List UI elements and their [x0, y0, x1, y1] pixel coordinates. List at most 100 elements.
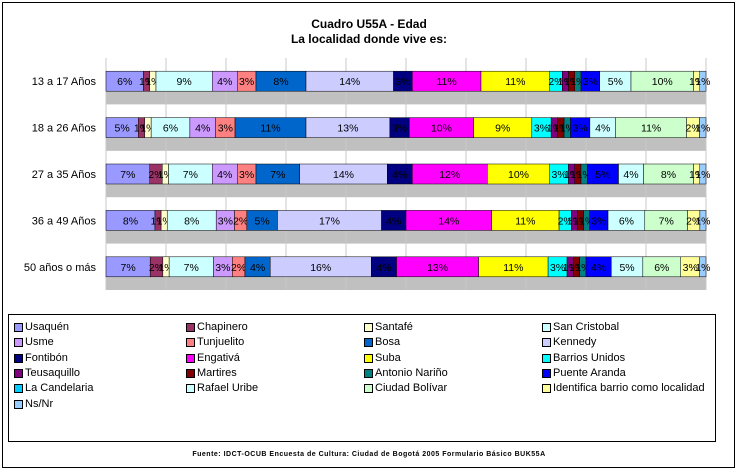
legend-label: Tunjuelito: [197, 336, 245, 349]
legend-label: Usaquén: [25, 321, 70, 333]
data-label: 3%: [552, 169, 567, 181]
legend-swatch: [14, 384, 23, 394]
data-label: 11%: [437, 76, 457, 88]
data-label: 10%: [652, 76, 673, 88]
data-label: 1%: [695, 169, 710, 181]
data-label: 3%: [218, 215, 233, 227]
data-label: 14%: [339, 76, 360, 88]
data-label: 5%: [115, 123, 130, 135]
legend-label: Santafé: [375, 321, 413, 333]
category-label: 13 a 17 Años: [32, 76, 97, 88]
category-label: 27 a 35 Años: [32, 169, 97, 181]
data-label: 11%: [515, 215, 535, 227]
data-label: 9%: [495, 123, 510, 135]
data-label: 1%: [695, 262, 710, 274]
data-label: 5%: [595, 169, 610, 181]
data-label: 7%: [121, 262, 136, 274]
data-label: 4%: [386, 215, 401, 227]
data-label: 7%: [183, 169, 198, 181]
data-label: 3%: [534, 123, 549, 135]
legend-swatch: [14, 338, 23, 348]
data-label: 16%: [310, 262, 331, 274]
legend-swatch: [186, 338, 195, 348]
data-label: 6%: [619, 215, 634, 227]
chart-subtitle: La localidad donde vive es:: [290, 32, 448, 46]
data-label: 8%: [661, 169, 676, 181]
data-label: 3%: [215, 262, 230, 274]
data-label: 17%: [319, 215, 340, 227]
data-label: 2%: [558, 215, 573, 227]
chart-title: Cuadro U55A - Edad: [311, 17, 427, 31]
stacked-bar-chart: 6% 1%1% 9% 4% 3% 8% 14% 3% 11% 11% 2%1%1%1%3% 5% 10%…: [24, 58, 711, 290]
data-label: 6%: [654, 262, 669, 274]
data-label: 12%: [439, 169, 460, 181]
data-label: 3%: [683, 262, 698, 274]
bar-segment: [699, 210, 707, 231]
legend-label: Identifica barrio como localidad: [553, 382, 705, 395]
legend-label: Bosa: [375, 336, 401, 349]
data-label: 3%: [239, 169, 254, 181]
data-label: 8%: [123, 215, 138, 227]
data-label: 6%: [117, 76, 132, 88]
legend-swatch: [542, 353, 551, 363]
data-label: 3%: [239, 76, 254, 88]
legend-label: Martires: [197, 366, 237, 379]
legend-swatch: [542, 338, 551, 348]
bar-segment: [699, 70, 707, 92]
data-label: 7%: [270, 169, 285, 181]
data-label: 3%: [218, 123, 233, 135]
legend-label: San Cristobal: [553, 321, 620, 333]
data-label: 5%: [255, 215, 270, 227]
data-label: 7%: [184, 262, 199, 274]
data-label: 11%: [503, 262, 523, 274]
data-label: 2%: [149, 262, 164, 274]
data-label: 2%: [148, 169, 163, 181]
legend-swatch: [14, 368, 23, 378]
data-label: 4%: [195, 123, 210, 135]
bar-segment: [699, 256, 707, 278]
category-label: 36 a 49 Años: [32, 215, 97, 227]
legend-label: Fontibón: [25, 351, 68, 364]
data-label: 4%: [376, 262, 391, 274]
data-label: 1%: [695, 123, 710, 135]
legend-label: La Candelaria: [25, 382, 94, 395]
data-label: 4%: [591, 262, 606, 274]
data-label: 1%: [695, 215, 710, 227]
data-label: 3%: [395, 76, 410, 88]
data-label: 4%: [250, 262, 265, 274]
legend-swatch: [186, 353, 195, 363]
legend-label: Kennedy: [553, 336, 597, 349]
data-label: 3%: [573, 123, 588, 135]
bar-segment: [699, 117, 707, 138]
legend-label: Antonio Nariño: [375, 366, 448, 379]
legend-swatch: [186, 368, 195, 378]
data-label: 11%: [505, 76, 525, 88]
legend-swatch: [542, 384, 551, 394]
legend-swatch: [364, 353, 373, 363]
legend-label: Usme: [25, 336, 54, 349]
legend-swatch: [364, 323, 373, 332]
chart-title-block: Cuadro U55A - Edad La localidad donde vi…: [0, 17, 738, 47]
bar-series: 6% 1%1% 9% 4% 3% 8% 14% 3% 11% 11% 2%1%1%1%3% 5% 10%…: [105, 70, 711, 278]
data-label: 8%: [184, 215, 199, 227]
data-label: 14%: [438, 215, 459, 227]
data-label: 7%: [659, 215, 674, 227]
legend-swatch: [364, 368, 373, 378]
data-label: 9%: [177, 76, 192, 88]
legend-label: Teusaquillo: [25, 366, 81, 379]
legend-label: Engativá: [197, 351, 240, 364]
legend-label: Rafael Uribe: [197, 382, 259, 395]
bar-segment: [699, 163, 707, 185]
source-note: Fuente: IDCT-OCUB Encuesta de Cultura: C…: [192, 451, 546, 458]
legend: Usaquén Chapinero Santafé San Cristobal Usme…: [8, 314, 716, 442]
data-label: 4%: [392, 169, 407, 181]
legend-swatch: [364, 384, 373, 394]
legend-swatch: [186, 384, 195, 394]
legend-swatch: [14, 353, 23, 363]
legend-swatch: [186, 323, 195, 332]
legend-label: Puente Aranda: [553, 366, 626, 379]
data-label: 6%: [163, 123, 178, 135]
category-label: 50 años o más: [24, 262, 97, 274]
data-label: 3%: [392, 123, 407, 135]
data-label: 5%: [619, 262, 634, 274]
